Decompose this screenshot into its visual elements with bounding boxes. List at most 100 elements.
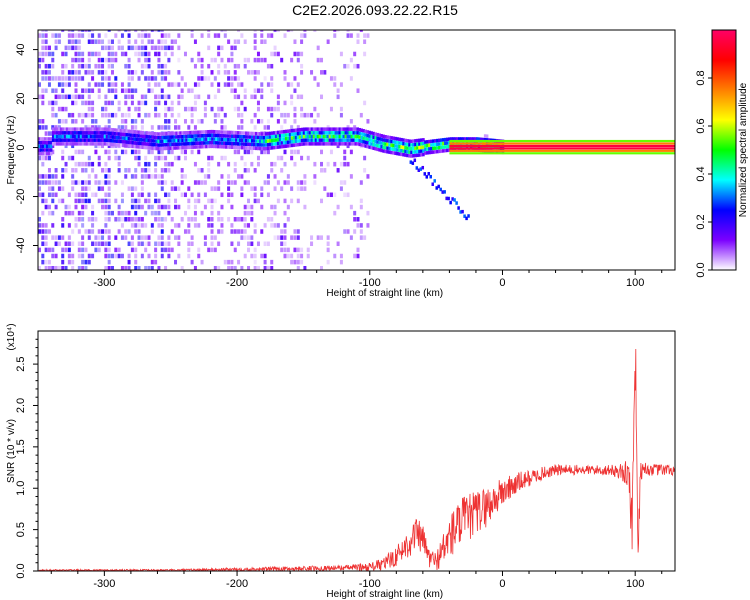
spectrogram-cell (87, 51, 91, 57)
spectrogram-cell (440, 149, 443, 153)
spectrogram-cell (266, 217, 270, 222)
spectrogram-cell (264, 146, 268, 151)
spectrogram-cell (412, 150, 415, 154)
spectrogram-cell (249, 138, 252, 143)
spectrogram-cell (173, 138, 176, 143)
spectrogram-cell (137, 106, 141, 112)
spectrogram-cell (253, 76, 257, 81)
spectrogram-cell (133, 137, 137, 141)
spectrogram-cell (124, 168, 128, 173)
spectrogram-cell (71, 259, 75, 265)
spectrogram-cell (61, 51, 65, 57)
spectrogram-cell (359, 229, 363, 234)
spectrogram-cell (414, 146, 417, 150)
spectrogram-cell (41, 210, 45, 216)
spectrogram-cell (107, 135, 111, 139)
y-axis-label: Frequency (Hz) (6, 116, 17, 185)
spectrogram-cell (143, 142, 147, 146)
spectrogram-cell (129, 137, 133, 141)
spectrogram-cell (223, 125, 227, 130)
spectrogram-cell (74, 88, 78, 93)
spectrogram-cell (276, 235, 280, 240)
spectrogram-cell (107, 168, 111, 173)
spectrogram-cell (318, 138, 322, 142)
spectrogram-cell (268, 131, 272, 136)
spectrogram-cell (127, 33, 131, 38)
spectrogram-cell (61, 82, 65, 87)
spectrogram-cell (77, 131, 81, 135)
spectrogram-cell (483, 137, 487, 142)
spectrogram-cell (97, 51, 101, 57)
spectrogram-cell (87, 253, 91, 259)
spectrogram-cell (418, 149, 421, 154)
spectrogram-cell (428, 150, 431, 155)
spectrogram-cell (220, 174, 224, 179)
spectrogram-cell (164, 76, 168, 81)
spectrogram-cell (177, 135, 180, 139)
spectrogram-cell (203, 144, 206, 149)
spectrogram-cell (130, 88, 134, 93)
spectrogram-cell (129, 144, 133, 148)
spectrogram-cell (114, 235, 118, 240)
spectrogram-cell (349, 33, 353, 38)
spectrogram-cell (183, 229, 187, 234)
spectrogram-cell (406, 139, 409, 143)
spectrogram-cell (117, 161, 121, 167)
spectrogram-cell (190, 235, 194, 240)
spectrogram-cell (190, 30, 194, 32)
spectrogram-cell (344, 142, 348, 146)
x-tick-label: 0 (499, 578, 505, 590)
spectrogram-cell (276, 134, 280, 138)
spectrogram-cell (47, 186, 51, 191)
spectrogram-cell (167, 131, 170, 136)
spectrogram-cell (44, 131, 48, 136)
spectrogram-cell (41, 125, 45, 130)
spectrogram-cell (283, 210, 287, 216)
spectrogram-cell (41, 144, 45, 149)
spectrogram-cell (134, 186, 138, 191)
spectrogram-cell (154, 155, 158, 161)
spectrogram-cell (400, 152, 403, 157)
spectrogram-cell (233, 106, 237, 112)
spectrogram-cell (104, 149, 108, 155)
spectrogram-cell (120, 223, 124, 228)
spectrogram-cell (104, 180, 108, 185)
spectrogram-cell (107, 229, 111, 234)
spectrogram-cell (471, 137, 475, 141)
spectrogram-cell (300, 127, 304, 132)
spectrogram-cell (422, 149, 425, 153)
spectrogram-cell (390, 143, 393, 147)
spectrogram-cell (231, 141, 234, 146)
spectrogram-cell (390, 147, 393, 151)
spectrogram-cell (89, 142, 93, 146)
spectrogram-cell (296, 180, 300, 185)
spectrogram-cell (51, 223, 55, 228)
spectrogram-cell (107, 45, 111, 51)
spectrogram-cell (54, 174, 58, 179)
spectrogram-cell (91, 100, 95, 106)
spectrogram-cell (83, 127, 87, 131)
spectrogram-cell (426, 151, 429, 155)
spectrogram-cell (211, 129, 214, 134)
spectrogram-cell (217, 186, 221, 191)
spectrogram-cell (263, 180, 267, 185)
spectrogram-cell (217, 217, 221, 222)
spectrogram-cell (223, 155, 227, 161)
spectrogram-cell (326, 241, 330, 247)
spectrogram-cell (207, 168, 211, 173)
spectrogram-cell (81, 138, 85, 142)
spectrogram-cell (290, 186, 294, 191)
spectrogram-cell (57, 186, 61, 191)
spectrogram-cell (243, 217, 247, 222)
spectrogram-cell (343, 229, 347, 234)
spectrogram-cell (187, 186, 191, 191)
spectrogram-cell (157, 204, 161, 210)
spectrogram-cell (185, 142, 188, 146)
spectrogram-cell (332, 134, 336, 139)
spectrogram-cell (268, 142, 272, 147)
spectrogram-cell (57, 82, 61, 87)
spectrogram-cell (250, 253, 254, 259)
spectrogram-cell (71, 76, 75, 81)
spectrogram-cell (181, 131, 184, 135)
spectrogram-cell (378, 140, 381, 145)
